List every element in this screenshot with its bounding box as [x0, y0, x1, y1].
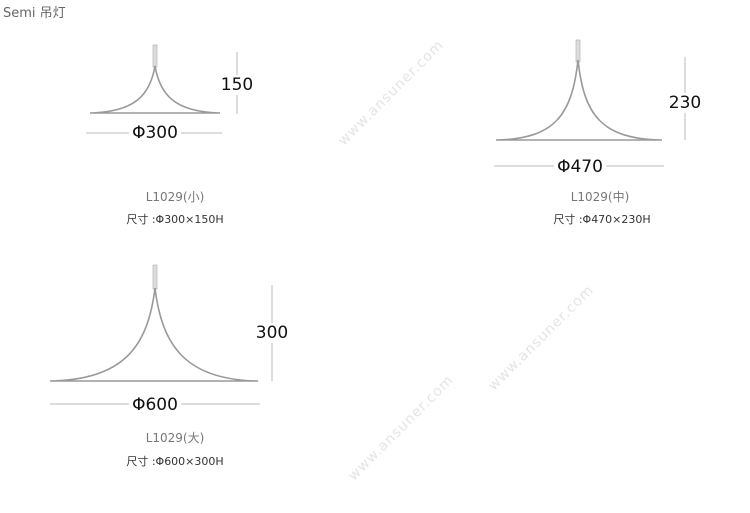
page-title: Semi 吊灯	[3, 6, 66, 21]
model-label-large: L1029(大)	[145, 431, 205, 445]
lamp-small-drawing	[86, 44, 238, 134]
lamp-large-drawing	[49, 264, 273, 405]
diameter-label-large: Φ600	[129, 395, 181, 415]
lamp-medium-drawing	[494, 39, 686, 167]
diameter-label-small: Φ300	[129, 123, 181, 143]
diameter-label-medium: Φ470	[554, 157, 606, 177]
size-label-medium: 尺寸 :Φ470×230H	[553, 213, 651, 226]
size-label-small: 尺寸 :Φ300×150H	[126, 213, 224, 226]
height-label-large: 300	[252, 323, 292, 343]
height-label-medium: 230	[665, 93, 705, 113]
height-label-small: 150	[217, 75, 257, 95]
size-label-large: 尺寸 :Φ600×300H	[126, 455, 224, 468]
model-label-medium: L1029(中)	[570, 190, 630, 204]
model-label-small: L1029(小)	[145, 190, 205, 204]
